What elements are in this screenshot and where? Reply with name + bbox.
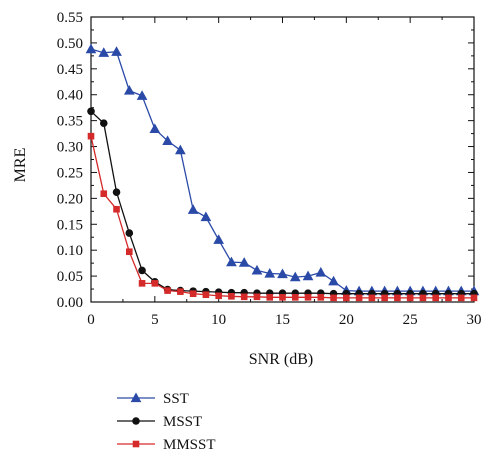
y-tick-label: 0.05 <box>57 269 83 285</box>
data-point <box>162 135 173 145</box>
data-point <box>187 204 199 214</box>
data-point <box>470 294 478 302</box>
x-tick-label: 5 <box>151 312 159 328</box>
data-point <box>112 188 121 196</box>
data-point <box>87 107 95 116</box>
data-point <box>328 275 339 286</box>
data-point <box>98 47 110 57</box>
data-point <box>215 292 222 300</box>
x-tick-label: 10 <box>211 312 226 328</box>
data-point <box>136 90 148 100</box>
data-point <box>419 294 427 302</box>
data-point <box>228 293 235 300</box>
x-tick-label: 20 <box>339 312 354 328</box>
plot-frame <box>90 16 475 303</box>
legend-item-msst: MSST <box>117 414 202 430</box>
series-line-sst <box>90 48 474 292</box>
data-point <box>189 290 197 298</box>
series-mmsst <box>87 132 478 302</box>
y-tick-label: 0.45 <box>57 62 83 78</box>
data-point <box>406 294 414 302</box>
data-point <box>264 267 276 278</box>
x-axis-label: SNR (dB) <box>249 351 313 368</box>
x-tick-label: 30 <box>467 312 482 328</box>
legend-label: MSST <box>163 414 202 430</box>
data-point <box>251 264 263 275</box>
data-point <box>99 119 108 128</box>
data-point <box>238 257 250 267</box>
y-tick-label: 0.50 <box>57 36 83 52</box>
y-axis-label: MRE <box>12 148 29 183</box>
series-line-msst <box>90 110 474 295</box>
x-tick-label: 15 <box>275 312 290 328</box>
series-sst <box>85 43 480 296</box>
data-point <box>291 294 299 301</box>
data-point <box>330 294 337 302</box>
legend: SST MSST MMSST <box>117 391 216 453</box>
data-point <box>432 294 439 302</box>
y-tick-label: 0.10 <box>57 243 83 259</box>
data-point <box>111 46 122 56</box>
y-tick-label: 0.55 <box>57 10 83 26</box>
data-point <box>85 43 97 54</box>
legend-label: MMSST <box>163 437 216 453</box>
y-tick-label: 0.00 <box>57 295 83 311</box>
data-point <box>266 294 274 301</box>
axes: 0 5 10 15 20 25 30 0.00 0.05 0.10 0.15 0.20 0.25 0.30… <box>57 10 482 328</box>
data-point <box>381 294 388 302</box>
data-point <box>200 211 212 222</box>
data-point <box>343 294 350 302</box>
legend-marker <box>132 440 140 448</box>
data-point <box>125 229 134 237</box>
data-point <box>164 287 171 294</box>
data-point <box>240 293 248 301</box>
data-point <box>100 190 108 197</box>
data-point <box>302 270 314 281</box>
legend-marker <box>130 392 142 403</box>
y-tick-label: 0.20 <box>57 191 83 207</box>
data-point <box>123 85 135 95</box>
data-point <box>279 294 286 301</box>
data-point <box>151 280 159 287</box>
data-point <box>289 271 301 282</box>
data-point <box>277 268 288 279</box>
x-tick-label: 25 <box>403 312 418 328</box>
legend-item-mmsst: MMSST <box>117 437 216 453</box>
data-point <box>355 294 363 302</box>
data-point <box>445 294 452 302</box>
y-tick-label: 0.15 <box>57 217 83 233</box>
data-point <box>317 294 325 301</box>
data-point <box>368 294 376 302</box>
data-point <box>394 294 401 302</box>
data-point <box>213 234 225 244</box>
legend-item-sst: SST <box>117 391 189 407</box>
data-point <box>113 205 120 213</box>
data-point <box>87 132 95 140</box>
data-point <box>202 291 210 299</box>
x-tick-label: 0 <box>87 312 95 328</box>
data-point <box>304 294 312 301</box>
data-point <box>175 144 186 155</box>
data-point <box>138 280 146 287</box>
y-tick-label: 0.25 <box>57 165 83 181</box>
series-layer <box>85 43 480 302</box>
data-point <box>149 123 161 134</box>
y-tick-label: 0.35 <box>57 114 83 130</box>
data-point <box>126 248 133 256</box>
legend-label: SST <box>163 391 189 407</box>
y-tick-label: 0.30 <box>57 140 83 156</box>
data-point <box>253 293 261 301</box>
data-point <box>177 288 184 295</box>
data-point <box>226 256 237 267</box>
data-point <box>315 266 327 277</box>
legend-marker <box>132 417 140 425</box>
data-point <box>457 294 465 302</box>
data-point <box>138 266 146 275</box>
y-tick-label: 0.40 <box>57 88 83 104</box>
